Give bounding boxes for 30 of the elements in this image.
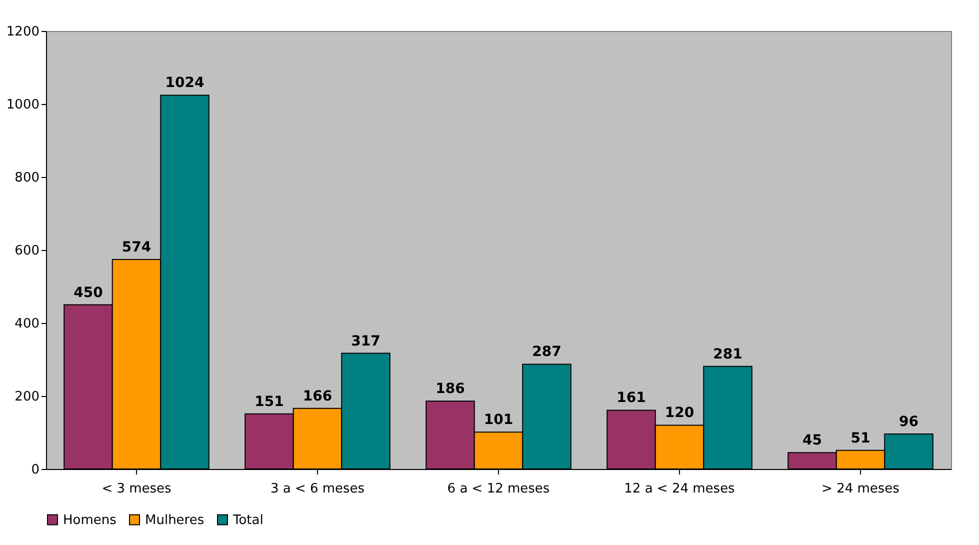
y-tick-label: 800 <box>14 170 40 186</box>
legend-label: Mulheres <box>145 512 204 528</box>
legend-label: Homens <box>63 512 117 528</box>
x-tick-label: 6 a < 12 meses <box>447 482 550 496</box>
data-label: 151 <box>254 394 284 410</box>
y-tick-label: 0 <box>31 462 40 478</box>
data-label: 450 <box>74 284 104 301</box>
data-label: 186 <box>436 381 465 398</box>
y-tick-label: 200 <box>14 390 40 404</box>
data-label: 166 <box>302 388 332 404</box>
data-label: 45 <box>802 432 822 449</box>
y-tick-label: 1000 <box>6 98 40 112</box>
y-tick-label: 400 <box>14 316 40 332</box>
data-label: 574 <box>122 239 152 256</box>
data-label: 51 <box>850 430 870 446</box>
data-label: 120 <box>664 405 694 422</box>
data-label: 161 <box>616 390 646 406</box>
x-tick-label: 12 a < 24 meses <box>624 482 736 496</box>
data-label: 281 <box>713 346 742 362</box>
x-tick-label: 3 a < 6 meses <box>270 482 365 496</box>
x-tick-label: > 24 meses <box>822 482 900 496</box>
legend-label: Total <box>232 512 264 528</box>
data-label: 101 <box>484 412 514 428</box>
data-label: 96 <box>899 414 919 430</box>
data-label: 317 <box>351 333 380 350</box>
y-tick-label: 600 <box>14 244 40 258</box>
x-tick-label: < 3 meses <box>102 482 172 496</box>
data-label: 1024 <box>165 75 205 92</box>
data-label: 287 <box>532 344 562 360</box>
y-tick-label: 1200 <box>6 24 40 40</box>
